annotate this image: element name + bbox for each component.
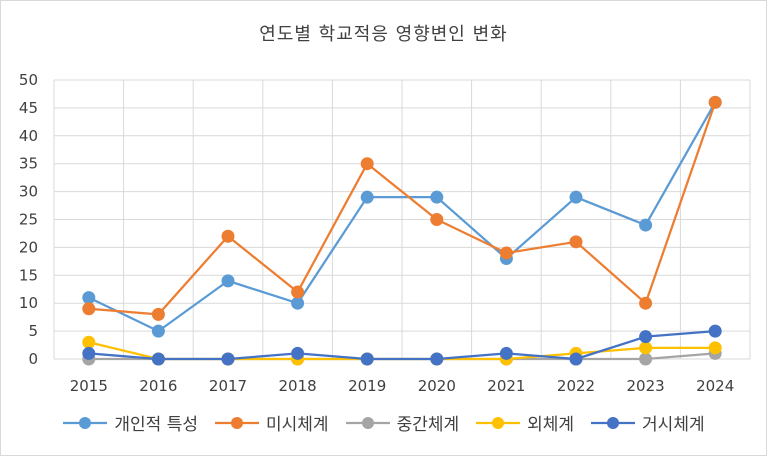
legend-marker (345, 416, 390, 429)
legend-marker (215, 416, 259, 429)
x-tick-label: 2017 (209, 377, 247, 395)
data-point-series-5 (291, 346, 305, 360)
data-point-series-2 (639, 296, 653, 310)
y-tick-label: 30 (19, 183, 38, 201)
legend-marker (591, 416, 636, 429)
data-point-series-5 (221, 352, 235, 366)
data-point-series-2 (82, 302, 96, 316)
legend-item: 미시체계 (214, 410, 329, 435)
data-point-series-2 (708, 95, 722, 109)
legend-label: 거시체계 (642, 415, 705, 435)
x-tick-label: 2015 (70, 377, 108, 395)
data-point-series-5 (151, 352, 165, 366)
x-tick-label: 2020 (418, 377, 456, 395)
data-point-series-1 (221, 274, 235, 288)
legend-item: 거시체계 (590, 410, 705, 435)
data-point-series-1 (291, 296, 305, 310)
y-tick-label: 5 (28, 322, 38, 340)
data-point-series-4 (708, 341, 722, 355)
legend-item: 외체계 (475, 410, 574, 435)
legend-label: 외체계 (527, 415, 575, 435)
data-point-series-1 (82, 291, 96, 305)
y-tick-label: 25 (19, 211, 38, 229)
data-point-series-2 (221, 229, 235, 243)
data-point-series-1 (639, 218, 653, 232)
y-tick-label: 15 (19, 266, 38, 284)
data-point-series-2 (430, 213, 444, 226)
legend-item: 중간체계 (345, 410, 460, 435)
x-tick-label: 2022 (557, 377, 595, 395)
data-point-series-2 (569, 235, 583, 249)
legend: 개인적 특성 미시체계 중간체계 외체계 거시체계 (0, 410, 767, 435)
data-point-series-1 (360, 190, 374, 204)
legend-item: 개인적 특성 (62, 410, 198, 435)
data-point-series-5 (360, 352, 374, 366)
data-point-series-2 (360, 157, 374, 171)
data-point-series-1 (430, 190, 444, 204)
series-line-5 (88, 329, 716, 361)
x-tick-label: 2018 (279, 377, 317, 395)
legend-marker (63, 416, 108, 429)
data-point-series-2 (499, 246, 513, 260)
legend-label: 중간체계 (396, 415, 460, 435)
data-point-series-5 (430, 352, 444, 366)
x-tick-label: 2021 (487, 377, 525, 395)
legend-label: 개인적 특성 (114, 415, 198, 435)
y-tick-label: 10 (19, 294, 38, 312)
y-tick-label: 45 (19, 99, 38, 117)
data-point-series-5 (499, 346, 513, 360)
y-tick-label: 35 (19, 155, 38, 173)
data-point-series-2 (151, 307, 165, 321)
series-line-2 (88, 101, 717, 316)
legend-label: 미시체계 (266, 415, 329, 435)
chart-title: 연도별 학교적응 영향변인 변화 (259, 24, 508, 45)
data-point-series-2 (291, 285, 305, 299)
y-tick-label: 50 (19, 71, 38, 89)
data-point-series-4 (639, 341, 653, 355)
x-tick-label: 2016 (139, 377, 177, 395)
y-tick-label: 40 (19, 127, 38, 145)
data-point-series-5 (82, 346, 96, 360)
y-tick-label: 0 (28, 350, 38, 368)
data-point-series-5 (639, 330, 653, 344)
x-tick-label: 2023 (627, 377, 665, 395)
y-tick-label: 20 (19, 238, 38, 256)
data-point-series-1 (151, 324, 165, 338)
data-point-series-5 (569, 352, 583, 366)
data-point-series-4 (82, 335, 96, 349)
series-line-1 (88, 101, 717, 333)
data-point-series-1 (569, 190, 583, 204)
x-tick-label: 2024 (696, 377, 734, 395)
data-point-series-5 (708, 324, 722, 338)
x-tick-label: 2019 (348, 377, 386, 395)
data-point-series-3 (639, 352, 653, 366)
legend-marker (476, 416, 521, 429)
